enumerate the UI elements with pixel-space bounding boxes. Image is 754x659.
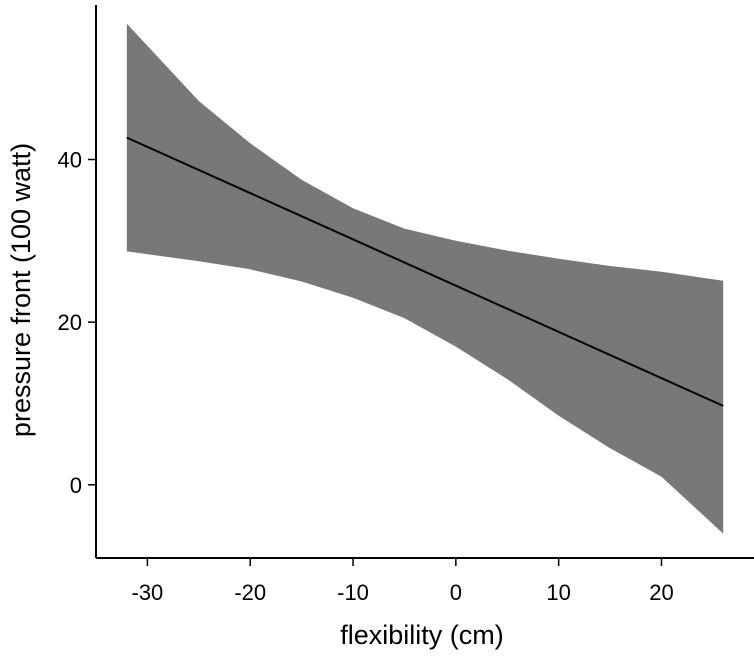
y-tick-label: 40 (58, 148, 82, 173)
x-tick-label: 0 (450, 580, 462, 605)
fit-line-layer (126, 136, 724, 407)
x-tick-label: 20 (649, 580, 673, 605)
y-ticks: 0 20 40 (58, 148, 96, 498)
y-tick-label: 20 (58, 310, 82, 335)
confidence-band (126, 23, 724, 534)
x-tick-label: -30 (132, 580, 164, 605)
x-axis-label: flexibility (cm) (340, 620, 504, 650)
fit-line-0 (126, 136, 724, 407)
x-tick-label: 10 (546, 580, 570, 605)
x-tick-label: -10 (337, 580, 369, 605)
x-ticks: -30 -20 -10 0 10 20 (132, 558, 674, 605)
y-axis-label: pressure front (100 watt) (6, 143, 36, 437)
y-tick-label: 0 (70, 473, 82, 498)
confidence-band-layer (126, 23, 724, 534)
x-tick-label: -20 (234, 580, 266, 605)
